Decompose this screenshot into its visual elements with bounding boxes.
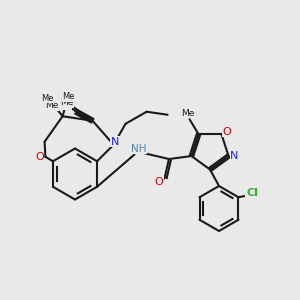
Text: O: O [35, 152, 44, 162]
Text: N: N [111, 137, 119, 147]
Text: Me: Me [60, 98, 74, 107]
Text: O: O [223, 127, 231, 137]
Text: NH: NH [131, 143, 147, 154]
Text: Me: Me [41, 94, 54, 103]
Text: N: N [230, 151, 239, 161]
Text: Cl: Cl [246, 188, 258, 198]
Text: Me: Me [45, 101, 59, 110]
Text: O: O [155, 176, 164, 187]
Text: Me: Me [182, 109, 195, 118]
Text: O: O [63, 99, 71, 109]
Text: Me: Me [62, 92, 75, 101]
